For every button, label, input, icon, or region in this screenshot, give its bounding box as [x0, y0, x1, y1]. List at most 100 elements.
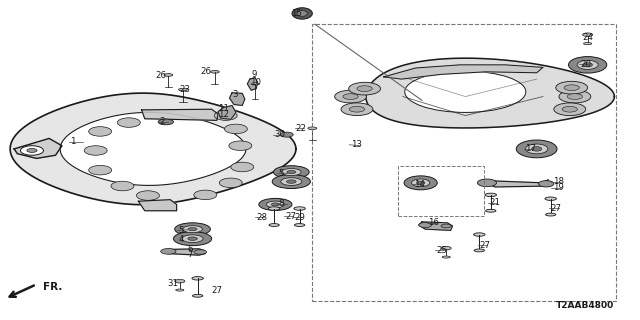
Text: 7: 7	[188, 250, 193, 259]
Ellipse shape	[525, 144, 548, 154]
Ellipse shape	[532, 147, 541, 151]
Ellipse shape	[158, 119, 173, 125]
Ellipse shape	[441, 224, 451, 228]
Ellipse shape	[567, 94, 582, 100]
Ellipse shape	[412, 179, 430, 187]
Text: 10: 10	[250, 78, 261, 87]
Ellipse shape	[259, 198, 292, 211]
Ellipse shape	[89, 165, 111, 175]
Text: 2: 2	[159, 117, 165, 126]
Text: 30: 30	[274, 130, 285, 139]
Ellipse shape	[294, 224, 305, 227]
Ellipse shape	[273, 166, 309, 178]
Ellipse shape	[404, 176, 437, 190]
Text: 29: 29	[294, 212, 305, 222]
Text: 22: 22	[296, 124, 307, 133]
Ellipse shape	[229, 141, 252, 150]
Ellipse shape	[539, 180, 554, 187]
Polygon shape	[14, 139, 62, 158]
Text: 27: 27	[212, 285, 223, 295]
Text: 15: 15	[291, 9, 302, 18]
Polygon shape	[486, 180, 549, 187]
Ellipse shape	[84, 146, 107, 155]
Polygon shape	[419, 222, 452, 230]
Ellipse shape	[220, 178, 243, 188]
Text: 19: 19	[552, 183, 563, 192]
Ellipse shape	[173, 232, 212, 246]
Text: 27: 27	[550, 204, 562, 213]
Ellipse shape	[225, 124, 247, 134]
Polygon shape	[141, 109, 218, 120]
Ellipse shape	[545, 197, 556, 200]
Text: FR.: FR.	[43, 282, 62, 292]
Ellipse shape	[231, 162, 253, 172]
Ellipse shape	[161, 249, 176, 254]
Text: 5: 5	[179, 226, 184, 235]
Text: T2AAB4800: T2AAB4800	[556, 301, 614, 310]
Ellipse shape	[349, 106, 365, 112]
Ellipse shape	[562, 106, 577, 112]
Ellipse shape	[341, 103, 373, 116]
Ellipse shape	[442, 256, 451, 258]
Ellipse shape	[554, 103, 586, 116]
Text: 4: 4	[179, 235, 184, 244]
Text: 20: 20	[580, 60, 591, 69]
Ellipse shape	[271, 203, 280, 206]
Ellipse shape	[188, 228, 197, 231]
Text: 18: 18	[552, 177, 564, 186]
Ellipse shape	[577, 60, 598, 69]
Ellipse shape	[179, 88, 188, 91]
Ellipse shape	[349, 82, 381, 95]
Bar	[312, 24, 616, 301]
Text: 28: 28	[256, 212, 268, 222]
Text: 9: 9	[251, 70, 257, 79]
Text: 31: 31	[167, 279, 178, 288]
Polygon shape	[60, 112, 246, 185]
Polygon shape	[218, 105, 236, 119]
Ellipse shape	[175, 223, 211, 236]
Ellipse shape	[175, 279, 185, 283]
Polygon shape	[230, 93, 245, 105]
Ellipse shape	[559, 90, 591, 103]
Ellipse shape	[136, 191, 159, 200]
Ellipse shape	[419, 222, 431, 228]
Text: 23: 23	[180, 85, 191, 94]
Text: 16: 16	[428, 218, 439, 227]
Ellipse shape	[111, 181, 134, 191]
Ellipse shape	[280, 132, 293, 137]
Ellipse shape	[417, 181, 425, 185]
Text: 21: 21	[489, 198, 500, 207]
Text: 13: 13	[351, 140, 362, 149]
Ellipse shape	[556, 81, 588, 94]
Ellipse shape	[211, 70, 220, 73]
Ellipse shape	[193, 294, 203, 297]
Polygon shape	[10, 93, 296, 205]
Text: 27: 27	[479, 241, 490, 250]
Polygon shape	[164, 249, 205, 255]
Polygon shape	[384, 65, 543, 79]
Ellipse shape	[287, 171, 296, 174]
Ellipse shape	[357, 86, 372, 92]
Ellipse shape	[269, 224, 279, 227]
Ellipse shape	[27, 148, 37, 152]
Ellipse shape	[485, 193, 497, 196]
Ellipse shape	[486, 209, 496, 212]
Ellipse shape	[545, 213, 556, 216]
Ellipse shape	[194, 190, 217, 200]
Ellipse shape	[287, 180, 296, 183]
Ellipse shape	[516, 140, 557, 158]
Ellipse shape	[272, 175, 310, 188]
Ellipse shape	[474, 249, 484, 252]
Ellipse shape	[214, 111, 237, 120]
Ellipse shape	[343, 94, 358, 100]
Ellipse shape	[188, 237, 197, 240]
Text: 27: 27	[285, 212, 296, 221]
Ellipse shape	[194, 250, 207, 254]
Ellipse shape	[282, 169, 301, 176]
Ellipse shape	[582, 33, 593, 36]
Text: 3: 3	[232, 91, 237, 100]
Ellipse shape	[441, 246, 451, 250]
Text: 1: 1	[70, 137, 76, 146]
Ellipse shape	[117, 118, 140, 127]
Ellipse shape	[404, 71, 526, 112]
